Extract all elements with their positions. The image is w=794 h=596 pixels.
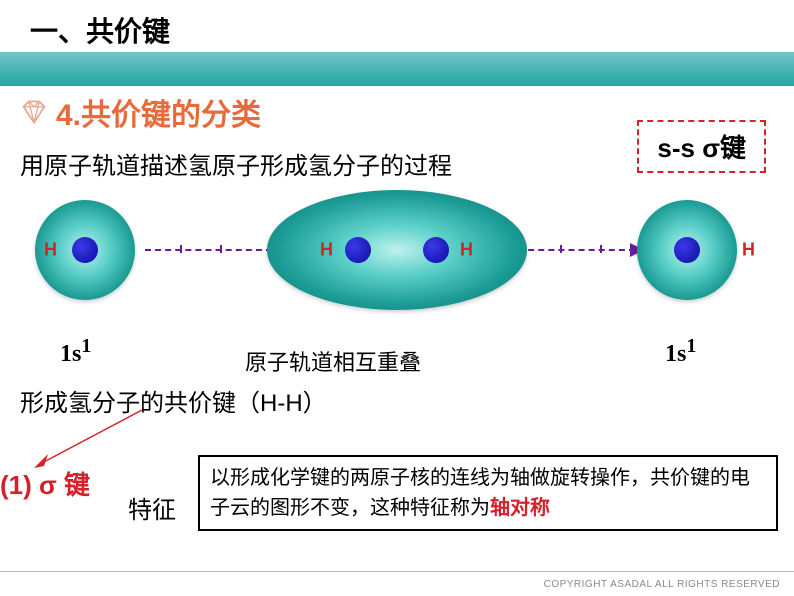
subtitle-main: 共价键的分类 <box>81 99 261 132</box>
config-sup: 1 <box>686 335 696 357</box>
page-title: 一、共价键 <box>30 10 794 50</box>
feature-label: 特征 <box>128 490 176 525</box>
nucleus-icon <box>423 237 449 263</box>
nucleus-icon <box>72 237 98 263</box>
axis-symmetry-highlight: 轴对称 <box>490 497 550 519</box>
diamond-icon <box>20 98 48 126</box>
header-bar: 一、共价键 <box>0 0 794 60</box>
axis-tick <box>560 245 562 253</box>
nucleus-icon <box>674 237 700 263</box>
sigma-bond-box: s-s σ键 <box>637 120 766 173</box>
h-label-right: H <box>742 240 755 261</box>
subtitle-text: 4.共价键的分类 <box>56 90 261 134</box>
config-right: 1s1 <box>665 335 696 368</box>
subtitle-number: 4. <box>56 99 81 132</box>
config-base: 1s <box>665 341 686 367</box>
footer-copyright: COPYRIGHT ASADAL ALL RIGHTS RESERVED <box>544 579 780 590</box>
orbital-diagram: H H H H <box>0 185 794 345</box>
axis-tick <box>180 245 182 253</box>
h-label-mid-left: H <box>320 240 333 261</box>
definition-box: 以形成化学键的两原子核的连线为轴做旋转操作，共价键的电子云的图形不变，这种特征称… <box>198 455 778 531</box>
axis-tick <box>600 245 602 253</box>
h-label-left: H <box>44 240 57 261</box>
axis-tick <box>220 245 222 253</box>
h-label-mid-right: H <box>460 240 473 261</box>
teal-stripe <box>0 52 794 86</box>
definition-text: 以形成化学键的两原子核的连线为轴做旋转操作，共价键的电子云的图形不变，这种特征称… <box>210 467 750 519</box>
description-line: 用原子轨道描述氢原子形成氢分子的过程 <box>20 146 452 181</box>
sigma-definition-label: (1) σ 键 <box>0 465 90 502</box>
config-left: 1s1 <box>60 335 91 368</box>
nucleus-icon <box>345 237 371 263</box>
red-arrow-icon <box>22 404 162 474</box>
config-base: 1s <box>60 341 81 367</box>
subtitle-row: 4.共价键的分类 <box>20 90 261 134</box>
middle-orbital <box>267 190 527 310</box>
right-orbital <box>637 200 737 300</box>
overlap-caption: 原子轨道相互重叠 <box>245 345 421 377</box>
config-sup: 1 <box>81 335 91 357</box>
footer-divider <box>0 571 794 572</box>
